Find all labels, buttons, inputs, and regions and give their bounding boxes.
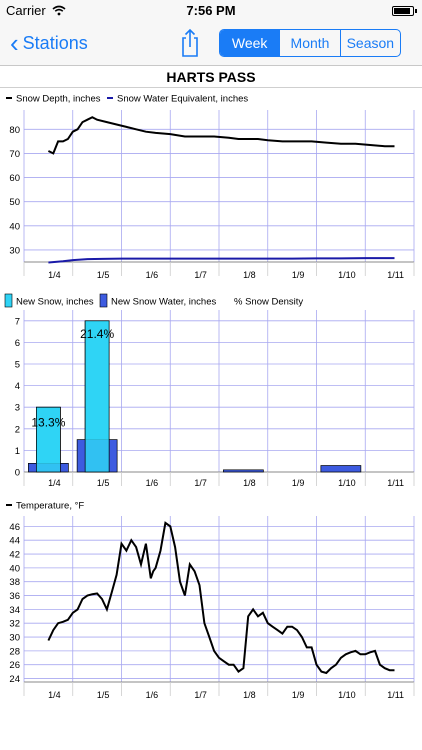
legend-swatch-new-water xyxy=(99,293,108,308)
temp-x-tick-label: 1/11 xyxy=(387,690,404,700)
bars-y-tick-label: 5 xyxy=(15,360,20,371)
temp-y-tick-label: 38 xyxy=(9,577,20,588)
share-icon[interactable] xyxy=(179,28,201,58)
bars-y-tick-label: 0 xyxy=(15,468,20,479)
segment-month[interactable]: Month xyxy=(279,30,339,56)
period-segmented-control: Week Month Season xyxy=(219,29,401,57)
depth-y-tick-label: 80 xyxy=(9,125,20,136)
depth-x-tick-label: 1/11 xyxy=(387,270,404,280)
legend-label-new-water: New Snow Water, inches xyxy=(111,297,216,308)
depth-y-tick-label: 40 xyxy=(9,221,20,232)
back-button[interactable]: ‹ Stations xyxy=(10,30,88,56)
bars-y-tick-label: 2 xyxy=(15,424,20,435)
status-bar: Carrier 7:56 PM xyxy=(0,0,422,22)
navigation-bar: ‹ Stations Week Month Season xyxy=(0,22,422,66)
bars-x-tick-label: 1/4 xyxy=(48,478,61,488)
carrier-label: Carrier xyxy=(6,3,46,18)
page-title: HARTS PASS xyxy=(0,66,422,88)
depth-x-tick-label: 1/5 xyxy=(97,270,110,280)
temperature-line xyxy=(47,521,395,675)
new-water-bar xyxy=(223,469,264,473)
temperature-chart: Temperature, °F 24 26 28 30 32 34 36 38 40 42 44 46 1… xyxy=(6,501,415,700)
depth-y-tick-label: 50 xyxy=(9,197,20,208)
chevron-left-icon: ‹ xyxy=(10,28,19,58)
legend-label-swe: Snow Water Equivalent, inches xyxy=(117,94,248,105)
bars-x-tick-label: 1/8 xyxy=(243,478,256,488)
temp-x-tick-label: 1/5 xyxy=(97,690,110,700)
depth-x-tick-label: 1/9 xyxy=(292,270,305,280)
legend-label-temperature: Temperature, °F xyxy=(16,501,84,512)
bars-x-tick-label: 1/7 xyxy=(194,478,207,488)
swe-line xyxy=(48,257,395,264)
depth-x-tick-label: 1/6 xyxy=(146,270,159,280)
new-water-bar xyxy=(320,465,362,473)
depth-x-tick-label: 1/4 xyxy=(48,270,61,280)
temp-y-tick-label: 42 xyxy=(9,550,20,561)
depth-x-tick-label: 1/8 xyxy=(243,270,256,280)
temp-y-tick-label: 26 xyxy=(9,660,20,671)
temp-y-tick-label: 28 xyxy=(9,646,20,657)
snow-depth-line xyxy=(47,116,395,155)
bars-x-tick-label: 1/11 xyxy=(387,478,404,488)
legend-label-density: % Snow Density xyxy=(234,297,303,308)
temp-y-tick-label: 44 xyxy=(9,536,20,547)
legend-swatch-new-snow xyxy=(4,293,13,308)
temp-x-tick-label: 1/9 xyxy=(292,690,305,700)
density-label: 13.3% xyxy=(31,416,65,430)
battery-icon xyxy=(392,6,417,16)
temp-y-tick-label: 34 xyxy=(9,605,20,616)
legend-label-new-snow: New Snow, inches xyxy=(16,297,94,308)
new-snow-bar-overlay xyxy=(36,406,61,473)
temp-y-tick-label: 40 xyxy=(9,563,20,574)
legend-label-snow-depth: Snow Depth, inches xyxy=(16,94,101,105)
depth-y-tick-label: 70 xyxy=(9,149,20,160)
bars-y-tick-label: 3 xyxy=(15,403,20,414)
segment-week[interactable]: Week xyxy=(220,30,280,56)
temp-y-tick-label: 24 xyxy=(9,674,20,685)
bars-y-tick-label: 4 xyxy=(15,381,20,392)
depth-x-tick-label: 1/10 xyxy=(338,270,356,280)
bars-y-tick-label: 6 xyxy=(15,338,20,349)
bars-x-tick-label: 1/6 xyxy=(146,478,159,488)
bars-x-tick-label: 1/9 xyxy=(292,478,305,488)
wifi-icon xyxy=(52,5,66,16)
temp-y-tick-label: 32 xyxy=(9,619,20,630)
temp-y-tick-label: 46 xyxy=(9,522,20,533)
snow-depth-chart: Snow Depth, inches Snow Water Equivalent,… xyxy=(6,94,415,280)
temp-x-tick-label: 1/10 xyxy=(338,690,356,700)
temp-x-tick-label: 1/7 xyxy=(194,690,207,700)
depth-x-tick-label: 1/7 xyxy=(194,270,207,280)
temp-x-tick-label: 1/8 xyxy=(243,690,256,700)
temp-y-tick-label: 36 xyxy=(9,591,20,602)
temp-y-tick-label: 30 xyxy=(9,633,20,644)
bars-x-tick-label: 1/10 xyxy=(338,478,356,488)
density-label: 21.4% xyxy=(80,327,114,341)
temp-x-tick-label: 1/6 xyxy=(146,690,159,700)
depth-y-tick-label: 60 xyxy=(9,173,20,184)
bars-x-tick-label: 1/5 xyxy=(97,478,110,488)
depth-y-tick-label: 30 xyxy=(9,245,20,256)
bars-y-tick-label: 7 xyxy=(15,316,20,327)
new-snow-bar-overlay xyxy=(84,320,110,473)
bars-y-tick-label: 1 xyxy=(15,446,20,457)
segment-season[interactable]: Season xyxy=(339,30,400,56)
back-button-label: Stations xyxy=(22,32,88,53)
temp-x-tick-label: 1/4 xyxy=(48,690,61,700)
new-snow-chart: New Snow, inches New Snow Water, inches % … xyxy=(4,293,415,488)
clock: 7:56 PM xyxy=(186,3,236,18)
